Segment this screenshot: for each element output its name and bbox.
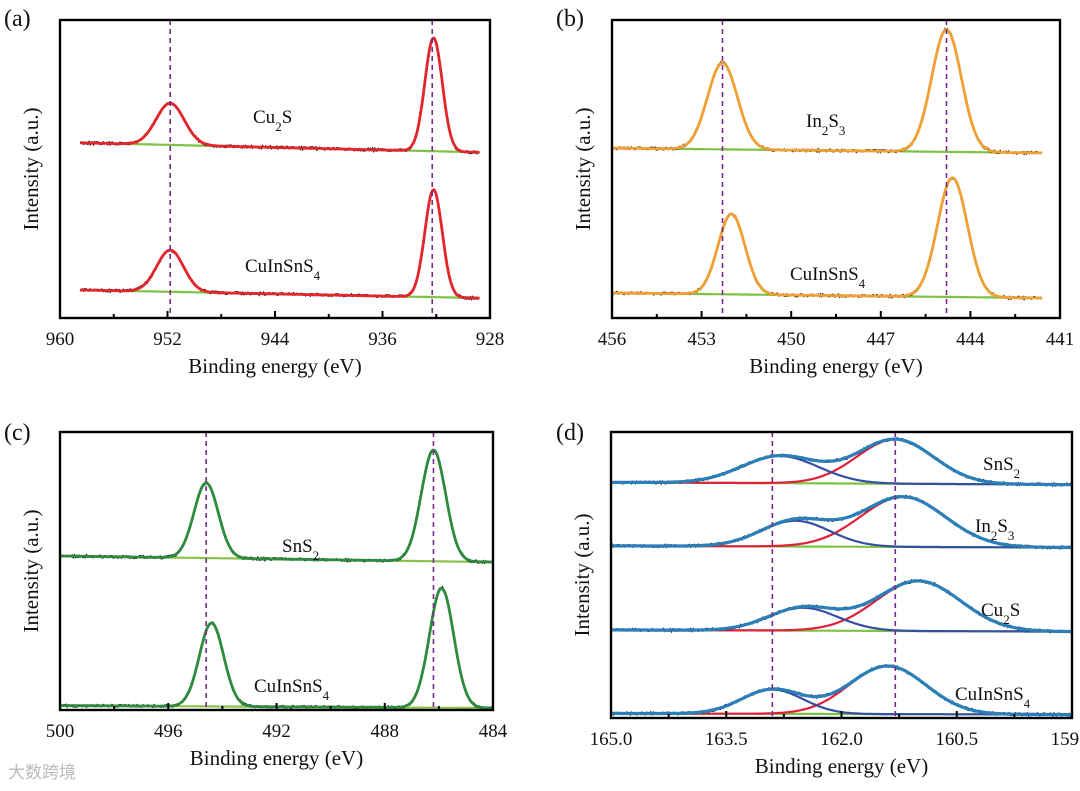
sample-label-In2S3: In2S3	[975, 516, 1014, 543]
y-axis-title: Intensity (a.u.)	[19, 107, 43, 230]
fit-envelope-line	[611, 664, 1072, 717]
x-tick-label: 163.5	[705, 729, 748, 750]
watermark: 大数跨境	[8, 763, 76, 783]
x-tick-label: 492	[262, 721, 291, 742]
x-tick-label: 450	[777, 329, 806, 350]
x-tick-label: 441	[1046, 329, 1075, 350]
fit-envelope-line	[611, 28, 1043, 155]
fit-envelope-line	[612, 176, 1043, 300]
fit-envelope-line	[611, 437, 1072, 487]
sample-label-CuInSnS4: CuInSnS4	[790, 264, 866, 291]
x-tick-label: 500	[46, 721, 75, 742]
x-tick-label: 936	[368, 329, 397, 350]
x-tick-label: 488	[371, 721, 400, 742]
x-tick-label: 160.5	[935, 729, 978, 750]
x-tick-label: 447	[867, 329, 896, 350]
panel-label: (c)	[4, 420, 31, 446]
panel-b: In2S3 CuInSnS4 456 453 450 447 444 441 Binding e…	[556, 6, 1074, 378]
sample-label-SnS2: SnS2	[983, 454, 1020, 481]
panel-d: SnS2 In2S3 Cu2S CuInSnS4 165.0 163.5 162.0 160.…	[556, 420, 1080, 778]
x-tick-label: 165.0	[590, 729, 633, 750]
panel-c: SnS2 CuInSnS4 500 496 492 488 484 Binding energ…	[4, 420, 508, 770]
fit-envelope-line	[611, 495, 1072, 550]
sample-label-Cu2S: Cu2S	[981, 600, 1020, 627]
x-tick-label: 960	[46, 329, 75, 350]
sample-label-Cu2S: Cu2S	[253, 107, 292, 134]
y-axis-title: Intensity (a.u.)	[570, 513, 594, 636]
sample-label-In2S3: In2S3	[806, 111, 845, 138]
y-axis-title: Intensity (a.u.)	[19, 509, 43, 632]
x-axis-title: Binding energy (eV)	[188, 354, 361, 378]
sample-label-SnS2: SnS2	[282, 536, 319, 563]
panel-label: (a)	[4, 6, 31, 32]
fit-envelope-line	[80, 188, 480, 300]
sample-label-CuInSnS4: CuInSnS4	[245, 256, 321, 283]
x-axis-title: Binding energy (eV)	[749, 354, 922, 378]
x-tick-label: 496	[154, 721, 183, 742]
sample-label-CuInSnS4: CuInSnS4	[955, 684, 1031, 711]
panel-a: Cu2S CuInSnS4 960 952 944 936 928 Binding energ…	[4, 6, 504, 378]
fit-envelope-line	[60, 448, 493, 564]
panel-label: (b)	[556, 6, 584, 32]
x-tick-label: 484	[479, 721, 508, 742]
x-tick-label: 952	[153, 329, 182, 350]
sample-label-CuInSnS4: CuInSnS4	[254, 676, 330, 703]
x-tick-label: 162.0	[820, 729, 863, 750]
x-tick-label: 928	[476, 329, 505, 350]
x-tick-label: 456	[598, 329, 627, 350]
x-axis-title: Binding energy (eV)	[755, 754, 928, 778]
x-tick-label: 944	[261, 329, 290, 350]
fit-envelope-line	[611, 579, 1073, 634]
fit-envelope-line	[80, 36, 480, 154]
x-tick-label: 453	[687, 329, 716, 350]
panel-label: (d)	[556, 420, 584, 446]
x-axis-title: Binding energy (eV)	[190, 746, 363, 770]
x-tick-label: 444	[956, 329, 985, 350]
y-axis-title: Intensity (a.u.)	[571, 107, 595, 230]
x-tick-label: 159.0	[1051, 729, 1080, 750]
